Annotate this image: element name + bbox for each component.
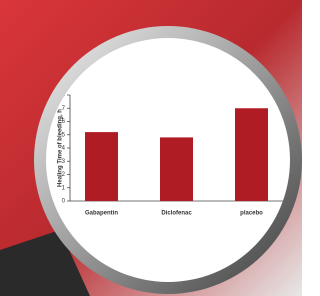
- bar: [160, 137, 193, 201]
- x-tick-label: placebo: [240, 211, 263, 217]
- screenshot: Healing Time of bleeding, h 012345678Gab…: [0, 0, 302, 296]
- x-tick-label: Gabapentin: [85, 211, 118, 217]
- x-tick-label: Diclofenac: [161, 211, 192, 217]
- bar: [235, 108, 268, 201]
- bar: [85, 132, 118, 201]
- page: {"chart_data": {"type": "bar", "y_label"…: [0, 0, 302, 296]
